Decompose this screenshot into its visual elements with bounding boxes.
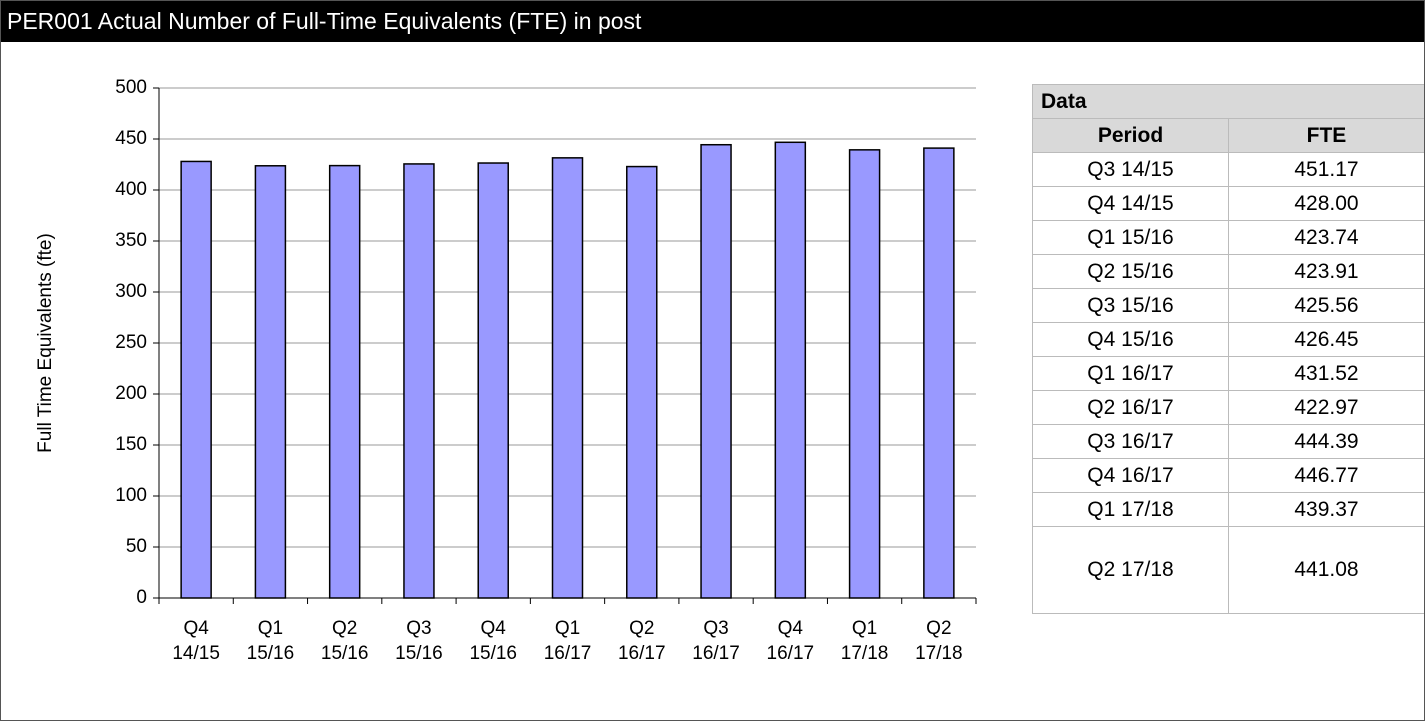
period-cell: Q4 15/16 (1032, 322, 1229, 357)
fte-cell: 441.08 (1228, 526, 1424, 614)
period-cell: Q3 16/17 (1032, 424, 1229, 459)
table-body: Q3 14/15 451.17 Q4 14/15 428.00 Q1 15/16 423.… (1032, 152, 1424, 614)
period-cell: Q3 14/15 (1032, 152, 1229, 187)
fte-cell: 423.91 (1228, 254, 1424, 289)
table-row: Q3 16/17 444.39 (1032, 424, 1424, 459)
fte-cell: 451.17 (1228, 152, 1424, 187)
y-axis-label: Full Time Equivalents (fte) (35, 233, 56, 453)
x-tick-label: Q2 17/18 (915, 618, 963, 664)
data-table: Data Period FTE Q3 14/15 451.17 Q4 14/15 428… (1032, 84, 1424, 614)
fte-cell: 431.52 (1228, 356, 1424, 391)
bar (477, 162, 509, 599)
table-row: Q4 15/16 426.45 (1032, 322, 1424, 357)
table-row: Q1 15/16 423.74 (1032, 220, 1424, 255)
x-tick-label: Q2 16/17 (617, 618, 666, 664)
bar (328, 164, 361, 599)
fte-cell: 426.45 (1228, 322, 1424, 357)
period-cell: Q1 17/18 (1032, 492, 1229, 527)
fte-cell: 425.56 (1228, 288, 1424, 323)
x-tick-label: Q3 16/17 (692, 618, 740, 664)
period-cell: Q4 16/17 (1032, 458, 1229, 493)
period-cell: Q2 17/18 (1032, 526, 1229, 614)
y-tick-label: 400 (115, 179, 147, 200)
period-cell: Q4 14/15 (1032, 186, 1229, 221)
y-tick-label: 250 (115, 332, 147, 353)
bar (923, 147, 955, 599)
fte-cell: 423.74 (1228, 220, 1424, 255)
y-tick-label: 350 (115, 230, 147, 251)
y-tick-label: 50 (126, 536, 147, 557)
period-cell: Q2 15/16 (1032, 254, 1229, 289)
period-cell: Q1 16/17 (1032, 356, 1229, 391)
y-tick-label: 200 (115, 383, 147, 404)
bar (551, 157, 584, 599)
table-title: Data (1032, 84, 1424, 119)
column-header: Period (1032, 118, 1229, 153)
bar (254, 165, 287, 599)
table-row: Q2 16/17 422.97 (1032, 390, 1424, 425)
y-tick-label: 0 (136, 587, 147, 608)
fte-cell: 422.97 (1228, 390, 1424, 425)
period-cell: Q1 15/16 (1032, 220, 1229, 255)
x-tick-label: Q1 17/18 (840, 618, 889, 664)
fte-cell: 446.77 (1228, 458, 1424, 493)
table-row: Q3 15/16 425.56 (1032, 288, 1424, 323)
bar (626, 165, 658, 599)
bar (700, 143, 732, 599)
fte-cell: 439.37 (1228, 492, 1424, 527)
bar (180, 160, 212, 599)
y-tick-label: 150 (115, 434, 147, 455)
x-tick-label: Q1 16/17 (543, 618, 592, 664)
table-row: Q2 17/18 441.08 (1032, 526, 1424, 614)
x-tick-label: Q4 16/17 (766, 618, 815, 664)
chart: Full Time Equivalents (fte) 0 50 100 150 200… (35, 77, 977, 608)
table-row: Q4 16/17 446.77 (1032, 458, 1424, 493)
fte-cell: 444.39 (1228, 424, 1424, 459)
y-tick-label: 500 (115, 77, 147, 98)
x-tick-label: Q2 15/16 (320, 618, 369, 664)
y-tick-label: 450 (115, 128, 147, 149)
table-row: Q1 16/17 431.52 (1032, 356, 1424, 391)
y-tick-label: 100 (115, 485, 147, 506)
fte-cell: 428.00 (1228, 186, 1424, 221)
bar (403, 163, 435, 599)
bar (848, 149, 881, 599)
y-tick-label: 300 (115, 281, 147, 302)
x-tick-label: Q4 15/16 (469, 618, 517, 664)
x-tick-label: Q1 15/16 (246, 618, 295, 664)
x-tick-label: Q4 14/15 (172, 618, 220, 664)
bar (774, 141, 807, 599)
title-bar: PER001 Actual Number of Full-Time Equiva… (1, 1, 1424, 42)
table-row: Q3 14/15 451.17 (1032, 152, 1424, 187)
column-header: FTE (1228, 118, 1424, 153)
table-row: Q4 14/15 428.00 (1032, 186, 1424, 221)
table-row: Q2 15/16 423.91 (1032, 254, 1424, 289)
period-cell: Q2 16/17 (1032, 390, 1229, 425)
table-row: Q1 17/18 439.37 (1032, 492, 1424, 527)
period-cell: Q3 15/16 (1032, 288, 1229, 323)
x-tick-label: Q3 15/16 (395, 618, 443, 664)
